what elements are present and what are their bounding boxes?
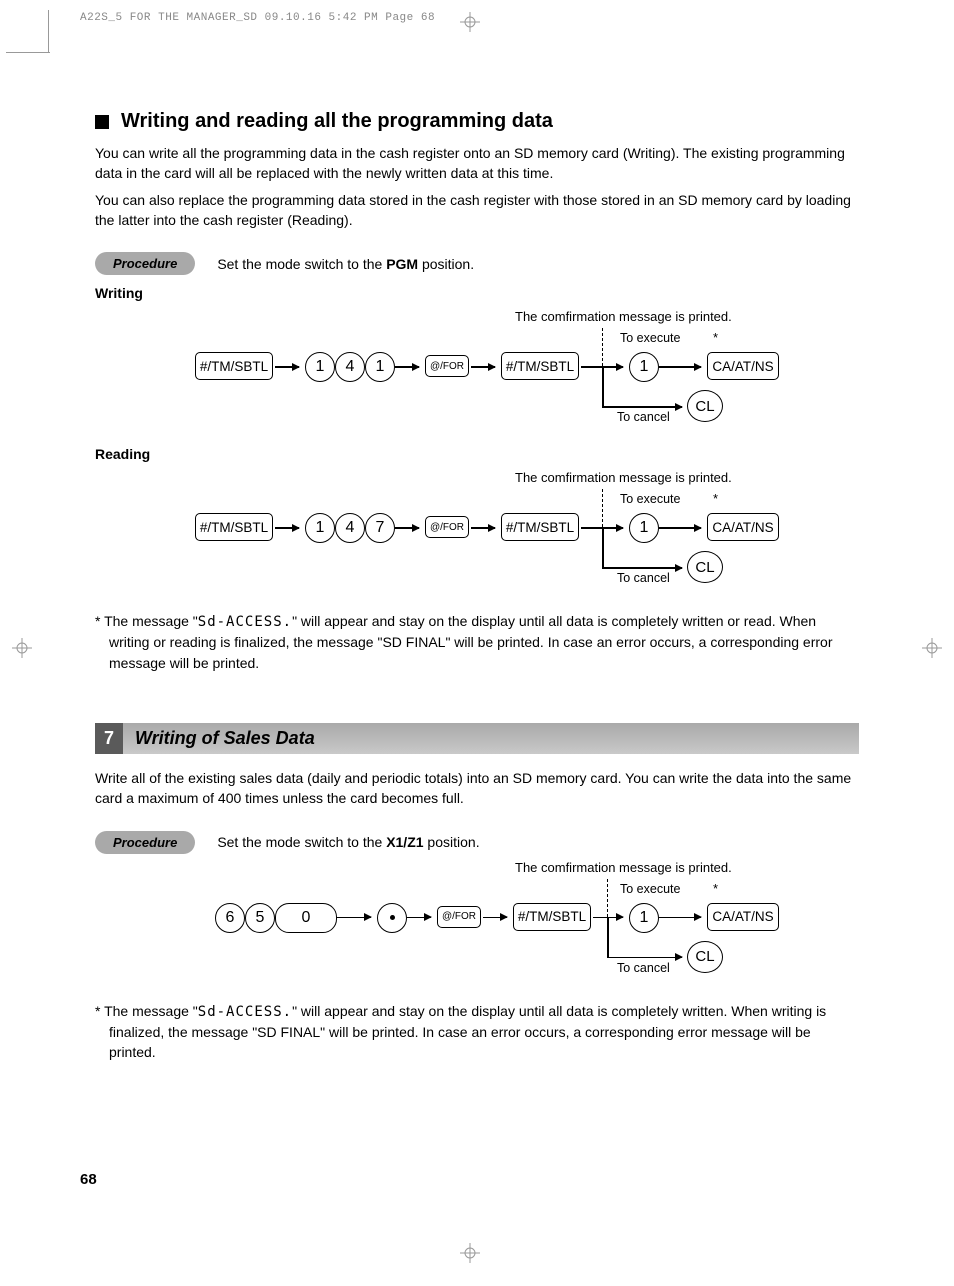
- key-1: 1: [305, 352, 335, 382]
- arrow-icon: [602, 406, 682, 408]
- arrow-icon: [275, 527, 299, 529]
- key-tmsbtl: #/TM/SBTL: [195, 352, 273, 380]
- text: Set the mode switch to the: [217, 256, 386, 272]
- key-6: 6: [215, 903, 245, 933]
- body-paragraph: You can also replace the programming dat…: [95, 190, 859, 231]
- procedure-text: Set the mode switch to the X1/Z1 positio…: [217, 834, 479, 850]
- flow-reading: To execute * #/TM/SBTL 1 4 7 @/FOR #/TM/…: [95, 489, 859, 599]
- asterisk: *: [713, 881, 718, 896]
- asterisk: *: [713, 330, 718, 345]
- text-bold: PGM: [386, 256, 418, 272]
- crop-mark: [48, 10, 50, 52]
- arrow-icon: [471, 527, 495, 529]
- arrow-icon: [659, 366, 701, 368]
- arrow-icon: [602, 567, 682, 569]
- key-1: 1: [365, 352, 395, 382]
- reading-label: Reading: [95, 446, 859, 462]
- procedure-text: Set the mode switch to the PGM position.: [217, 256, 474, 272]
- key-1: 1: [629, 513, 659, 543]
- to-execute-label: To execute: [620, 492, 680, 506]
- key-tmsbtl: #/TM/SBTL: [195, 513, 273, 541]
- key-1: 1: [305, 513, 335, 543]
- key-1: 1: [629, 903, 659, 933]
- key-7: 7: [365, 513, 395, 543]
- key-atfor: @/FOR: [425, 355, 469, 377]
- arrow-icon: [337, 917, 371, 919]
- key-cl: CL: [687, 551, 723, 583]
- arrow-icon: [275, 366, 299, 368]
- key-1: 1: [629, 352, 659, 382]
- to-execute-label: To execute: [620, 331, 680, 345]
- writing-label: Writing: [95, 285, 859, 301]
- arrow-icon: [483, 917, 507, 919]
- body-paragraph: Write all of the existing sales data (da…: [95, 768, 859, 809]
- procedure-pill: Procedure: [95, 252, 195, 275]
- key-cl: CL: [687, 941, 723, 973]
- line: [607, 917, 609, 957]
- section-title: Writing and reading all the programming …: [121, 110, 553, 133]
- key-tmsbtl: #/TM/SBTL: [501, 352, 579, 380]
- key-caatns: CA/AT/NS: [707, 513, 779, 541]
- procedure-pill: Procedure: [95, 831, 195, 854]
- key-5: 5: [245, 903, 275, 933]
- registration-mark-icon: [922, 638, 942, 663]
- text: position.: [424, 834, 480, 850]
- key-tmsbtl: #/TM/SBTL: [501, 513, 579, 541]
- registration-mark-icon: [12, 638, 32, 663]
- confirm-note: The comfirmation message is printed.: [95, 309, 859, 324]
- key-4: 4: [335, 352, 365, 382]
- page-number: 68: [80, 1171, 97, 1188]
- to-cancel-label: To cancel: [617, 961, 670, 975]
- key-caatns: CA/AT/NS: [707, 903, 779, 931]
- footnote: * The message "Sd-ACCESS." will appear a…: [95, 611, 859, 673]
- arrow-icon: [659, 917, 701, 919]
- line: [602, 527, 604, 567]
- confirm-note: The comfirmation message is printed.: [95, 470, 859, 485]
- key-atfor: @/FOR: [425, 516, 469, 538]
- key-4: 4: [335, 513, 365, 543]
- confirm-note: The comfirmation message is printed.: [95, 860, 859, 875]
- arrow-icon: [395, 527, 419, 529]
- arrow-icon: [407, 917, 431, 919]
- arrow-icon: [659, 527, 701, 529]
- text: Set the mode switch to the: [217, 834, 386, 850]
- flow-writing: To execute * #/TM/SBTL 1 4 1 @/FOR #/TM/…: [95, 328, 859, 438]
- display-text: Sd-ACCESS.: [198, 1004, 292, 1020]
- crop-mark: [6, 52, 50, 54]
- key-cl: CL: [687, 390, 723, 422]
- print-header: A22S_5 FOR THE MANAGER_SD 09.10.16 5:42 …: [80, 12, 435, 24]
- to-cancel-label: To cancel: [617, 571, 670, 585]
- registration-mark-icon: [460, 12, 480, 37]
- key-tmsbtl: #/TM/SBTL: [513, 903, 591, 931]
- to-cancel-label: To cancel: [617, 410, 670, 424]
- key-caatns: CA/AT/NS: [707, 352, 779, 380]
- section-number: 7: [95, 723, 123, 754]
- key-atfor: @/FOR: [437, 906, 481, 928]
- footnote: * The message "Sd-ACCESS." will appear a…: [95, 1001, 859, 1063]
- section-bar-title: Writing of Sales Data: [123, 723, 859, 754]
- flow-sales: To execute * 6 5 0 @/FOR #/TM/SBTL 1 CA/…: [95, 879, 859, 989]
- display-text: Sd-ACCESS.: [198, 614, 292, 630]
- body-paragraph: You can write all the programming data i…: [95, 143, 859, 184]
- registration-mark-icon: [460, 1243, 480, 1268]
- arrow-icon: [395, 366, 419, 368]
- text: position.: [418, 256, 474, 272]
- text: * The message ": [95, 613, 198, 629]
- line: [602, 366, 604, 406]
- text: * The message ": [95, 1003, 198, 1019]
- key-decimal: [377, 903, 407, 933]
- to-execute-label: To execute: [620, 882, 680, 896]
- asterisk: *: [713, 491, 718, 506]
- arrow-icon: [471, 366, 495, 368]
- arrow-icon: [607, 957, 682, 959]
- key-0: 0: [275, 903, 337, 933]
- section-marker-icon: [95, 115, 109, 129]
- text-bold: X1/Z1: [386, 834, 423, 850]
